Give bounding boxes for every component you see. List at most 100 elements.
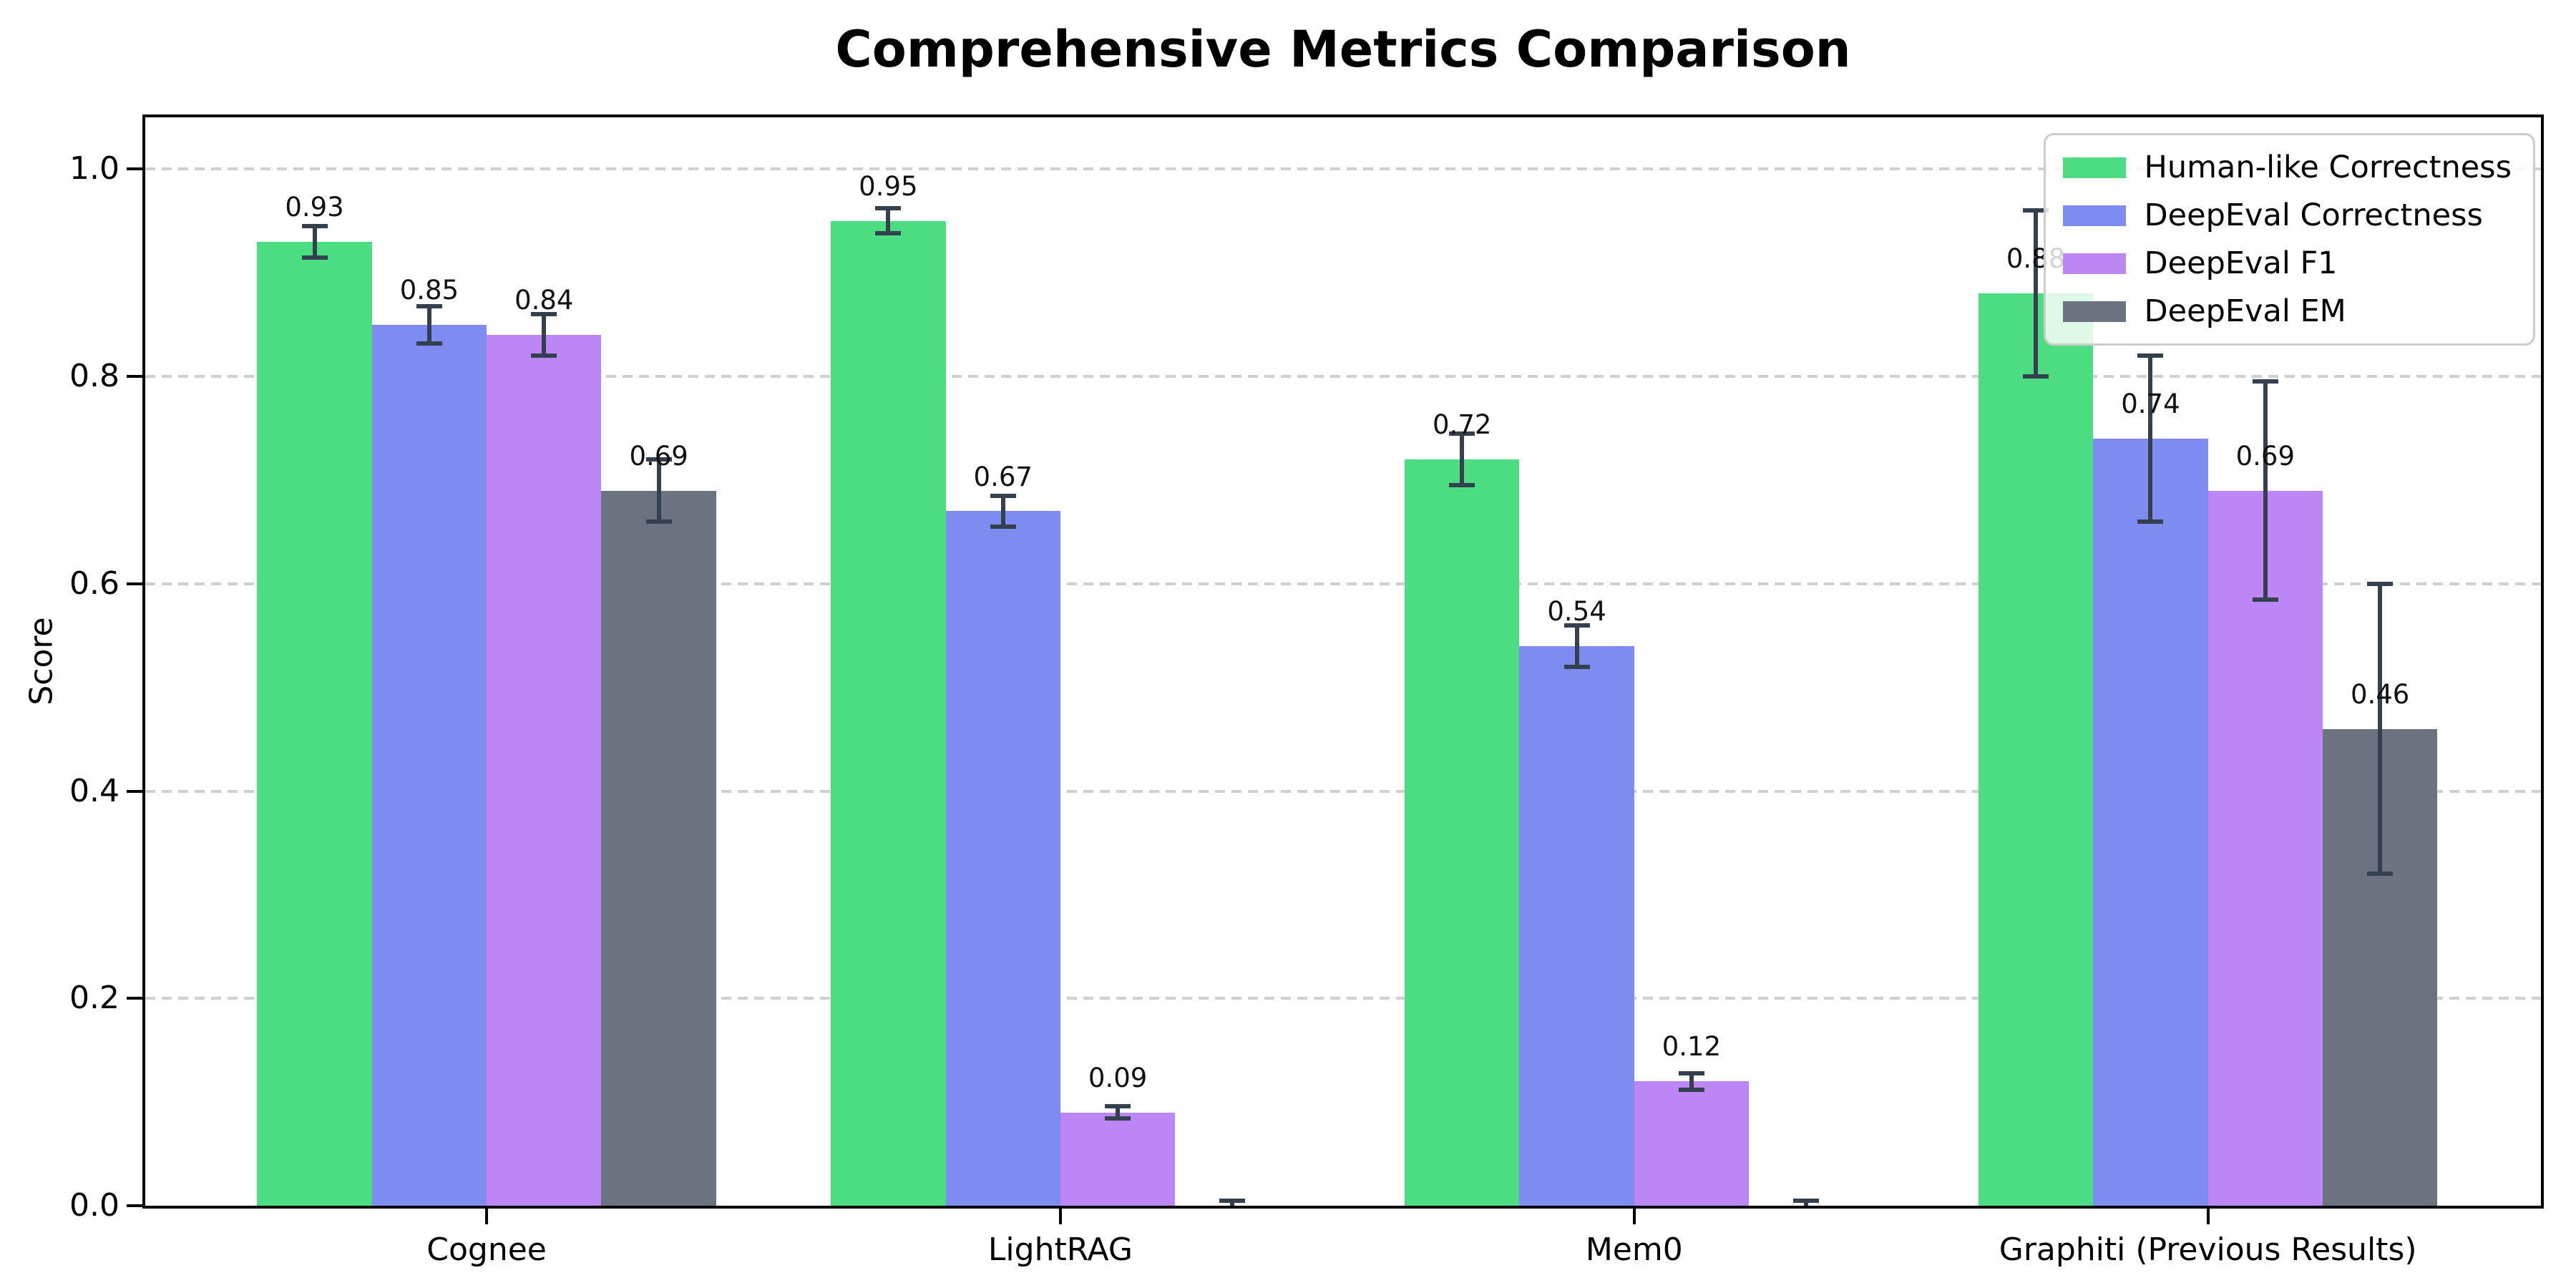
bar-deepeval-f1-graphiti-previous-results [2207,490,2323,1206]
error-bar-cap-top [531,312,557,317]
x-tick [485,1209,489,1224]
y-tick [127,997,142,1000]
legend-swatch-deepeval-em [2062,301,2126,322]
legend-swatch-human-like-correctness [2062,157,2126,178]
bar-value-label: 0.12 [1662,1031,1722,1063]
error-bar [1689,1073,1694,1090]
legend-label: DeepEval F1 [2144,245,2338,281]
legend-label: Human-like Correctness [2144,150,2512,185]
x-tick [1632,1209,1636,1224]
plot-area: 0.93 0.95 0.72 0.88 0.85 0.67 0.54 0.74 0.84 0.09… [142,114,2544,1209]
error-bar-cap-top [1105,1103,1131,1108]
legend-label: DeepEval EM [2144,293,2346,329]
bar-value-label: 0.69 [2235,440,2295,472]
bar-value-label: 0.67 [973,461,1033,492]
y-tick [127,167,142,171]
error-bar-cap-top [301,224,328,229]
bar-deepeval-correctness-lightrag [945,511,1060,1206]
gridline [145,789,2541,793]
y-tick-label: 0.0 [69,1187,119,1224]
error-bar [1804,1200,1809,1206]
bar-value-label: 0.74 [2121,389,2180,420]
y-tick-label: 0.2 [69,980,119,1017]
legend-entry-deepeval-correctness: DeepEval Correctness [2062,195,2512,236]
legend-entry-deepeval-em: DeepEval EM [2062,291,2512,332]
bar-deepeval-correctness-cognee [371,324,487,1206]
error-bar-cap-bottom [531,353,557,358]
gridline [145,375,2541,379]
y-tick [127,375,142,379]
legend-label: DeepEval Correctness [2144,197,2483,233]
error-bar-cap-top [875,206,902,211]
bar-value-label: 0.09 [1088,1062,1148,1093]
error-bar [2378,583,2383,874]
error-bar-cap-top [1678,1070,1704,1075]
error-bar [2263,381,2268,600]
error-bar [2034,210,2039,377]
legend-swatch-deepeval-f1 [2062,253,2126,274]
bar-human-like-correctness-lightrag [831,220,946,1206]
error-bar [1116,1106,1121,1119]
x-tick-label-graphiti-previous-results: Graphiti (Previous Results) [1999,1231,2417,1268]
bar-value-label: 0.69 [629,440,688,472]
bar-deepeval-f1-lightrag [1060,1112,1176,1206]
x-tick-label-lightrag: LightRAG [987,1231,1133,1268]
x-tick [2206,1209,2210,1224]
legend: Human-like Correctness DeepEval Correctn… [2043,133,2535,346]
legend-swatch-deepeval-correctness [2062,205,2126,226]
x-tick [1058,1209,1062,1224]
error-bar [426,306,431,343]
error-bar-cap-top [2252,379,2278,384]
error-bar-cap-top [1219,1198,1246,1203]
error-bar-cap-top [1449,431,1475,436]
error-bar-cap-top [2023,208,2049,213]
error-bar [1574,625,1579,667]
error-bar [542,314,547,356]
error-bar-cap-top [1563,623,1590,628]
bar-human-like-correctness-cognee [257,241,372,1206]
y-tick-label: 0.4 [69,772,119,809]
bar-human-like-correctness-graphiti-previous-results [1978,293,2094,1206]
bar-deepeval-correctness-mem0 [1519,645,1634,1206]
error-bar-cap-top [990,493,1016,498]
bar-value-label: 0.95 [859,171,918,203]
bar-deepeval-f1-cognee [487,335,602,1206]
bar-deepeval-em-cognee [601,490,716,1206]
gridline [145,997,2541,1000]
bar-value-label: 0.85 [399,274,459,306]
bar-value-label: 0.84 [514,285,574,316]
x-tick-label-cognee: Cognee [426,1231,547,1268]
legend-entry-deepeval-f1: DeepEval F1 [2062,243,2512,284]
error-bar-cap-bottom [2367,872,2394,877]
error-bar [656,459,661,522]
y-axis-label: Score [23,617,60,706]
chart-title: Comprehensive Metrics Comparison [835,20,1851,79]
bar-deepeval-f1-mem0 [1634,1081,1750,1206]
error-bar-cap-bottom [301,255,328,260]
error-bar-cap-top [2137,353,2164,358]
error-bar-cap-bottom [2137,519,2164,524]
error-bar-cap-bottom [875,231,902,236]
error-bar-cap-bottom [2252,597,2278,602]
y-tick [127,1204,142,1207]
bar-deepeval-correctness-graphiti-previous-results [2093,439,2208,1206]
bar-human-like-correctness-mem0 [1405,459,1520,1206]
error-bar-cap-top [1793,1198,1820,1203]
error-bar [1230,1200,1235,1206]
error-bar-cap-bottom [2023,374,2049,379]
y-tick-label: 1.0 [69,150,119,187]
error-bar-cap-top [2367,581,2394,586]
bar-value-label: 0.46 [2350,678,2410,710]
error-bar [1460,433,1465,486]
y-tick-label: 0.6 [69,565,119,602]
y-tick [127,789,142,793]
error-bar [312,226,317,258]
bar-value-label: 0.54 [1547,595,1606,627]
error-bar-cap-bottom [1563,664,1590,669]
error-bar [2148,356,2153,522]
error-bar-cap-bottom [416,341,442,346]
error-bar-cap-top [416,303,442,308]
error-bar-cap-bottom [1449,483,1475,488]
bar-value-label: 0.93 [285,192,344,223]
